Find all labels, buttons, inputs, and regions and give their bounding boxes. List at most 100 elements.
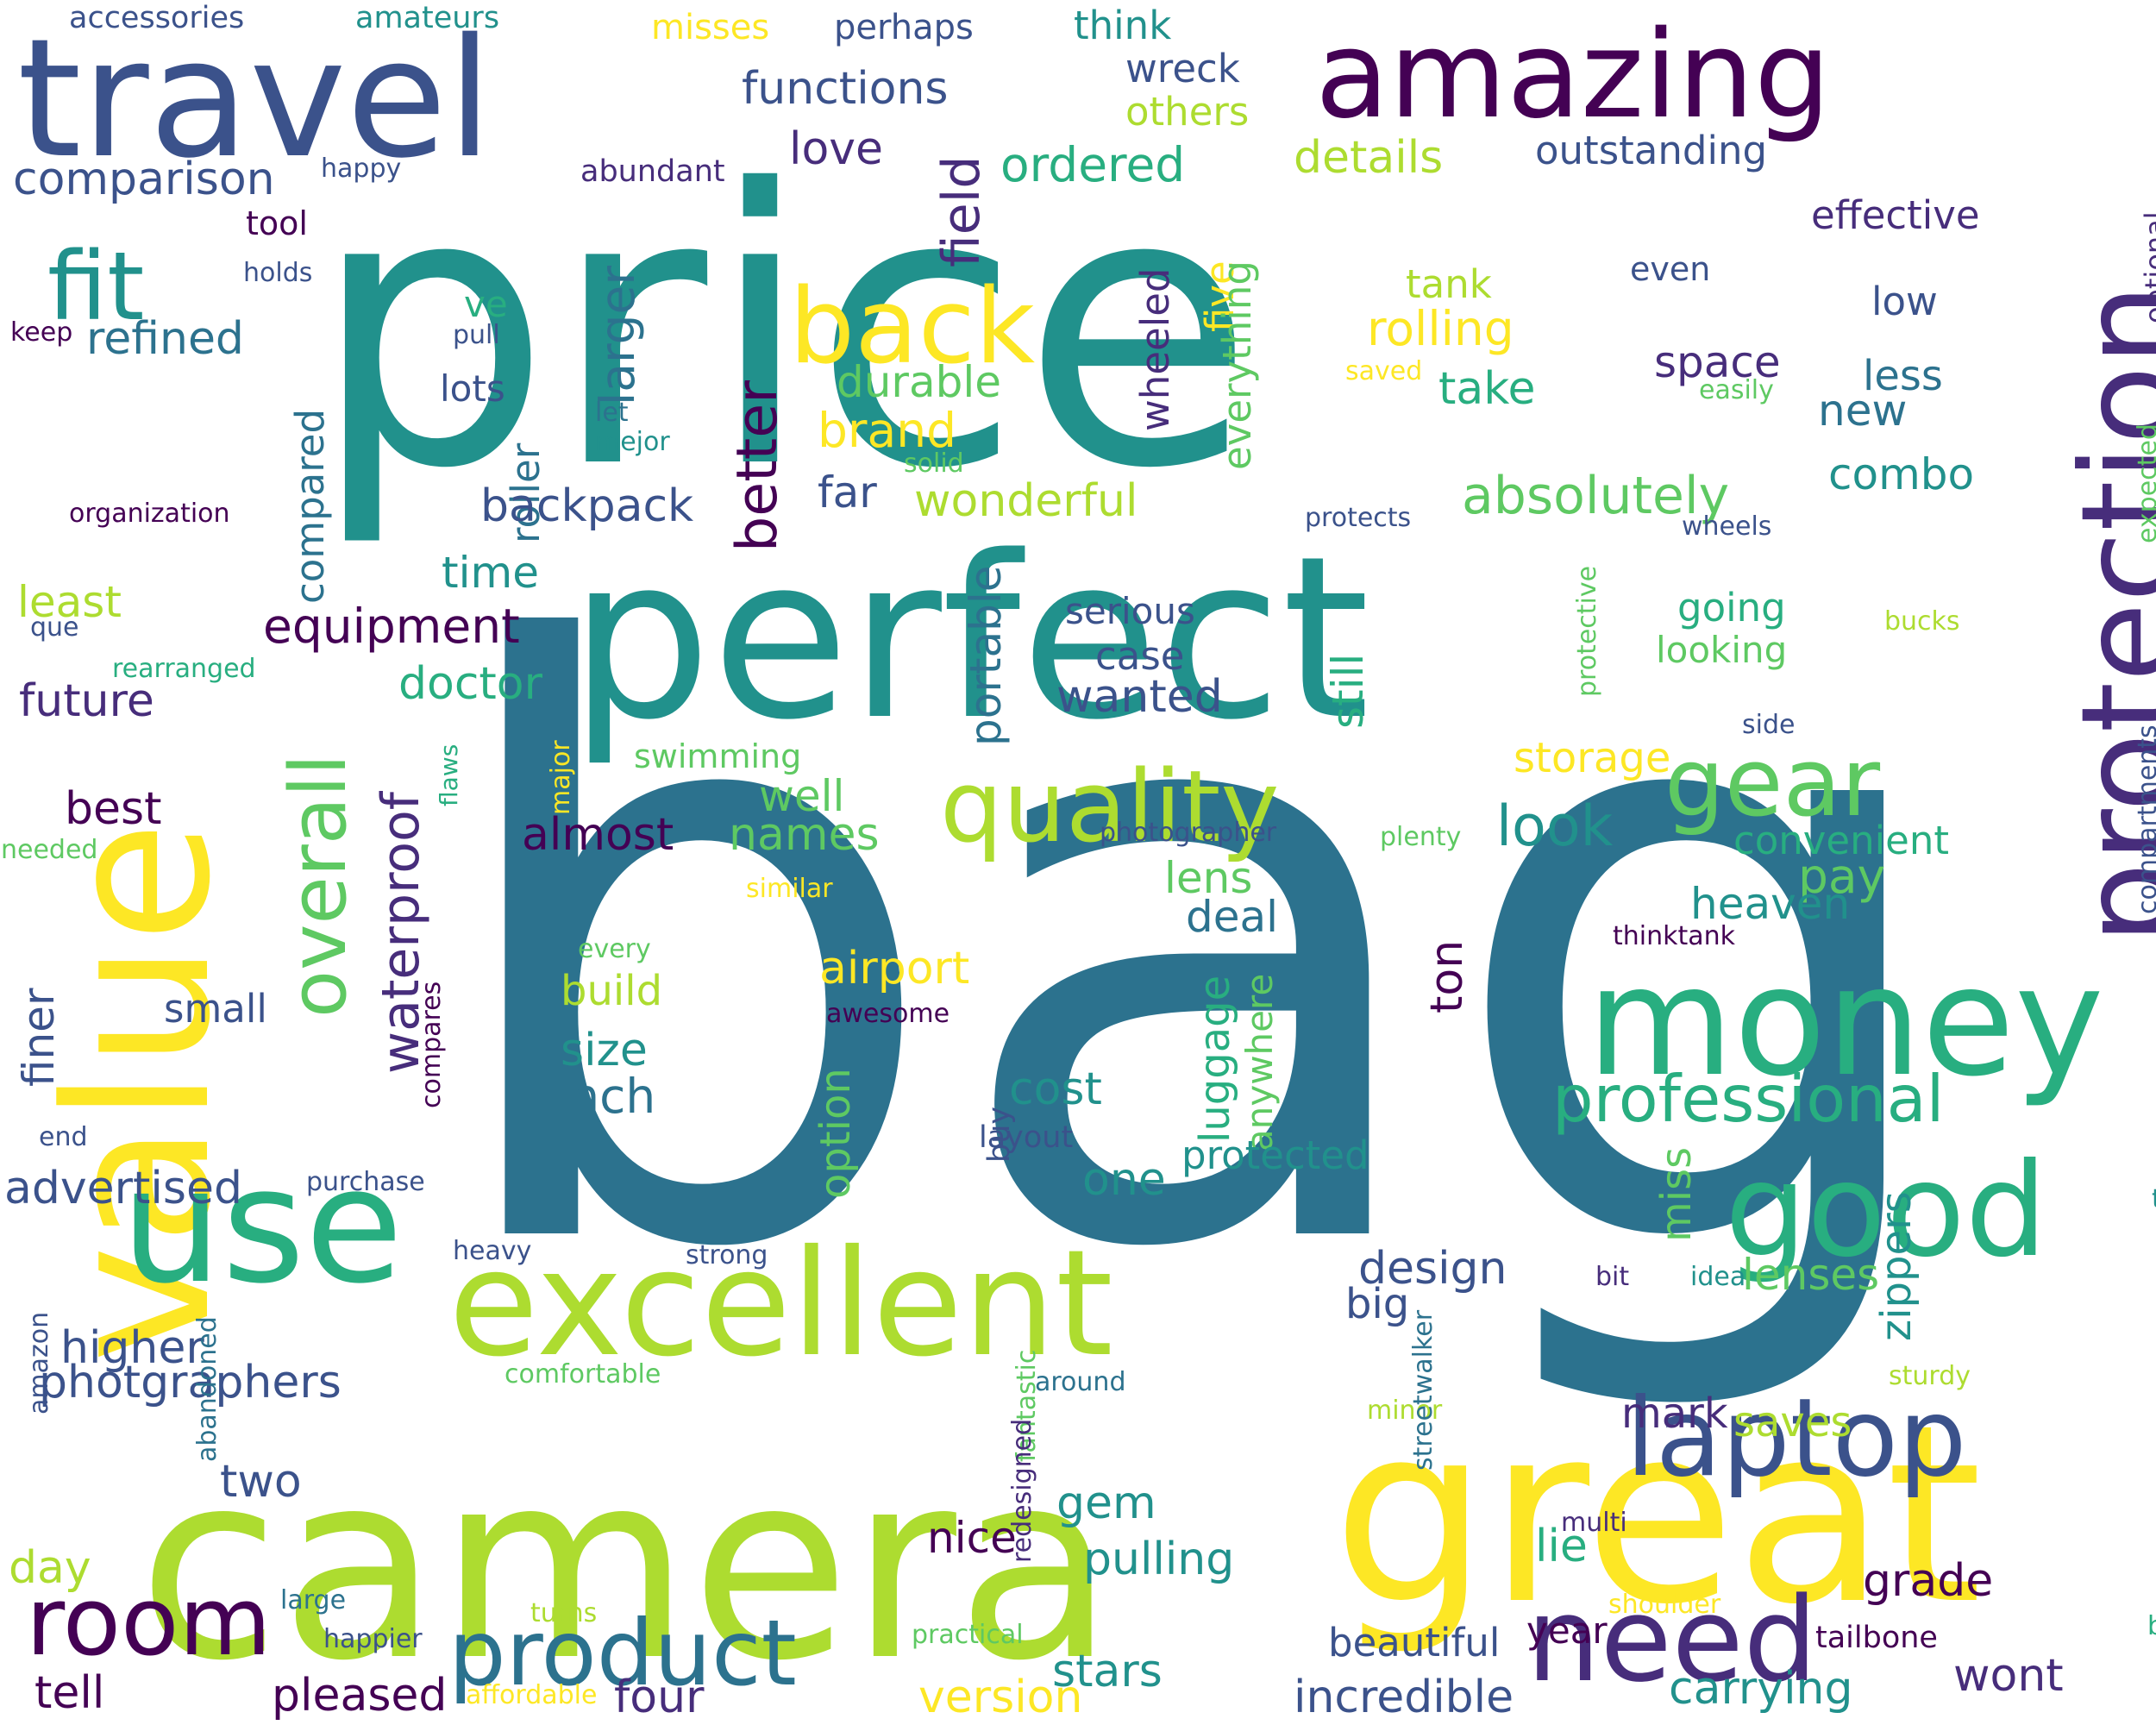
word-miss: miss	[1652, 1147, 1701, 1242]
word-wheeled: wheeled	[1132, 268, 1178, 431]
word-big: big	[1345, 1280, 1409, 1328]
word-lots: lots	[440, 367, 505, 410]
word-higher: higher	[60, 1322, 204, 1374]
word-easily: easily	[1699, 375, 1774, 405]
word-stars: stars	[1052, 1646, 1163, 1697]
word-optional: optional	[2139, 211, 2156, 323]
word-least: least	[17, 577, 122, 627]
word-mejor: mejor	[595, 427, 670, 457]
word-far: far	[818, 467, 877, 518]
word-organization: organization	[69, 499, 230, 529]
word-rearranged: rearranged	[112, 654, 256, 684]
word-well: well	[759, 771, 844, 821]
word-looking: looking	[1656, 629, 1787, 671]
word-use: use	[121, 1132, 403, 1319]
word-refined: refined	[86, 313, 244, 365]
word-field: field	[931, 156, 992, 267]
word-better: better	[725, 380, 790, 552]
word-equipment: equipment	[263, 599, 520, 654]
word-inch: inch	[556, 1069, 655, 1124]
word-look: look	[1496, 794, 1614, 859]
word-abundant: abundant	[580, 154, 725, 189]
word-abandoned: abandoned	[192, 1316, 222, 1462]
word-room: room	[26, 1566, 272, 1677]
word-protection: protection	[2054, 284, 2156, 944]
word-effective: effective	[1811, 192, 1980, 238]
word-comparison: comparison	[13, 154, 275, 205]
word-four: four	[614, 1672, 705, 1723]
word-ve: ve	[464, 283, 508, 325]
word-saved: saved	[1345, 356, 1422, 386]
word-pleased: pleased	[272, 1670, 447, 1722]
word-saves: saves	[1733, 1398, 1852, 1446]
word-amazon: amazon	[24, 1312, 54, 1414]
word-perhaps: perhaps	[834, 8, 974, 47]
word-pay: pay	[1798, 849, 1885, 904]
word-outstanding: outstanding	[1535, 128, 1767, 173]
word-amateurs: amateurs	[355, 1, 499, 35]
word-names: names	[729, 809, 880, 861]
word-let: let	[595, 398, 629, 428]
word-beautiful: beautiful	[1328, 1620, 1500, 1665]
word-tell: tell	[34, 1667, 104, 1719]
word-mark: mark	[1621, 1389, 1728, 1438]
word-streetwalker: streetwalker	[1408, 1309, 1438, 1471]
word-rolling: rolling	[1367, 301, 1514, 356]
word-everything: everything	[1214, 260, 1260, 470]
word-shoulder: shoulder	[1608, 1590, 1721, 1620]
word-awesome: awesome	[826, 999, 950, 1029]
word-redesigned: redesigned	[1007, 1419, 1037, 1563]
word-option: option	[812, 1068, 860, 1199]
word-wonderful: wonderful	[914, 475, 1138, 527]
word-take: take	[1438, 363, 1536, 415]
word-love: love	[789, 123, 883, 175]
word-protective: protective	[1572, 566, 1602, 697]
word-space: space	[1654, 337, 1781, 387]
word-protected: protected	[1181, 1132, 1369, 1178]
word-heaven: heaven	[1690, 879, 1850, 929]
word-doctor: doctor	[398, 658, 543, 710]
word-even: even	[1630, 250, 1710, 288]
word-flaws: flaws	[435, 744, 463, 806]
word-needed: needed	[1, 835, 97, 865]
word-amazing: amazing	[1315, 5, 1831, 146]
word-build: build	[561, 967, 662, 1015]
word-details: details	[1294, 132, 1443, 184]
word-still: still	[1323, 654, 1373, 729]
word-heavy: heavy	[453, 1236, 531, 1266]
word-airport: airport	[819, 943, 969, 994]
word-purchase: purchase	[306, 1167, 425, 1197]
word-swimming: swimming	[634, 737, 801, 775]
word-lens: lens	[1164, 853, 1252, 903]
word-best: best	[65, 783, 161, 835]
word-great: great	[1332, 1372, 1983, 1659]
word-layout: layout	[979, 1120, 1073, 1155]
word-around: around	[1035, 1367, 1125, 1397]
word-protects: protects	[1305, 503, 1411, 533]
word-misses: misses	[651, 8, 769, 47]
word-bagback: bagback	[2147, 1611, 2156, 1641]
word-case: case	[1095, 633, 1184, 679]
word-overall: overall	[273, 754, 364, 1018]
word-photgraphers: photgraphers	[39, 1357, 342, 1408]
word-roller: roller	[503, 442, 548, 543]
word-tailbone: tailbone	[1815, 1621, 1938, 1655]
word-similar: similar	[746, 874, 833, 904]
word-larger: larger	[590, 266, 645, 405]
word-comfortable: comfortable	[505, 1359, 661, 1389]
word-compartments: compartments	[2133, 724, 2156, 914]
word-luggage: luggage	[1191, 975, 1239, 1143]
word-anywhere: anywhere	[1238, 974, 1281, 1151]
word-perfect: perfect	[569, 509, 1369, 769]
word-happy: happy	[321, 154, 401, 184]
word-storage: storage	[1514, 734, 1670, 782]
word-pull: pull	[453, 320, 500, 350]
word-absolutely: absolutely	[1462, 466, 1729, 526]
word-lenses: lenses	[1742, 1250, 1879, 1300]
word-wanted: wanted	[1056, 671, 1223, 723]
word-cost: cost	[1009, 1063, 1102, 1115]
word-year: year	[1526, 1609, 1608, 1652]
word-tool: tool	[246, 204, 308, 242]
word-multi: multi	[1561, 1508, 1627, 1538]
